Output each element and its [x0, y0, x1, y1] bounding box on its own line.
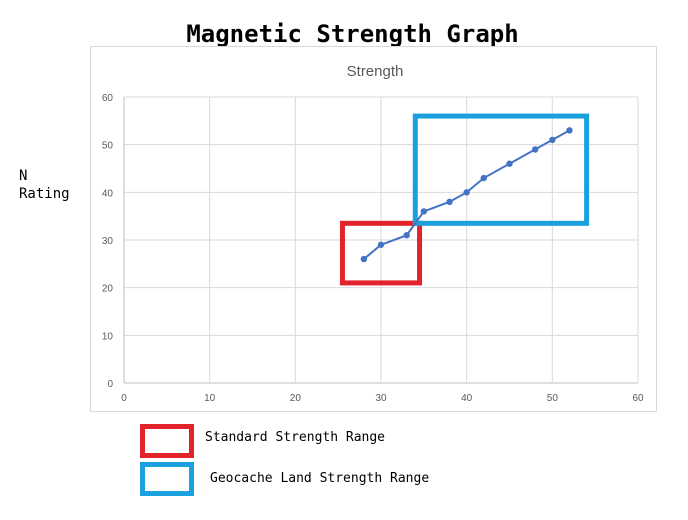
strength-chart: Strength 0 10 20 30 40 50 60 0 10 20 30 40 50 60	[102, 63, 644, 404]
page-title: Magnetic Strength Graph	[186, 20, 519, 48]
chart-title: Strength	[347, 63, 404, 80]
x-tick-label: 20	[290, 393, 302, 404]
data-point	[446, 198, 453, 206]
highlight-regions	[339, 113, 590, 286]
chart-area: Strength 0 10 20 30 40 50 60 0 10 20 30 40 50 60	[90, 46, 657, 412]
y-tick-label: 60	[102, 93, 114, 104]
y-tick-label: 50	[102, 141, 114, 152]
y-tick-label: 20	[102, 284, 114, 295]
x-tick-label: 0	[121, 393, 127, 404]
x-tick-label: 40	[461, 393, 473, 404]
data-point	[420, 208, 428, 215]
y-tick-label: 40	[102, 188, 114, 199]
data-point	[463, 189, 470, 196]
x-tick-label: 30	[375, 393, 387, 404]
x-tick-label: 50	[547, 393, 559, 404]
data-point	[566, 127, 573, 134]
standard-range-box	[339, 220, 423, 286]
x-tick-label: 10	[204, 393, 216, 404]
x-tick-label: 60	[632, 393, 644, 404]
data-point	[403, 232, 410, 239]
n-rating-label: N Rating	[19, 168, 70, 202]
data-point	[532, 146, 539, 153]
legend-label-standard: Standard Strength Range	[205, 430, 386, 445]
data-point	[549, 136, 556, 144]
axis-labels: 0 10 20 30 40 50 60 0 10 20 30 40 50 60	[102, 93, 644, 404]
legend-box-standard	[140, 424, 194, 458]
legend-box-geocache	[140, 462, 194, 496]
grid-lines	[123, 96, 639, 384]
data-point	[377, 241, 385, 248]
geocache-range-box	[412, 113, 590, 226]
y-tick-label: 0	[107, 379, 113, 390]
y-tick-label: 30	[102, 236, 114, 247]
legend-label-geocache: Geocache Land Strength Range	[210, 471, 430, 486]
data-point	[506, 160, 513, 167]
data-series	[360, 127, 573, 263]
data-point	[360, 255, 368, 263]
data-point	[480, 174, 487, 182]
y-tick-label: 10	[102, 331, 114, 342]
